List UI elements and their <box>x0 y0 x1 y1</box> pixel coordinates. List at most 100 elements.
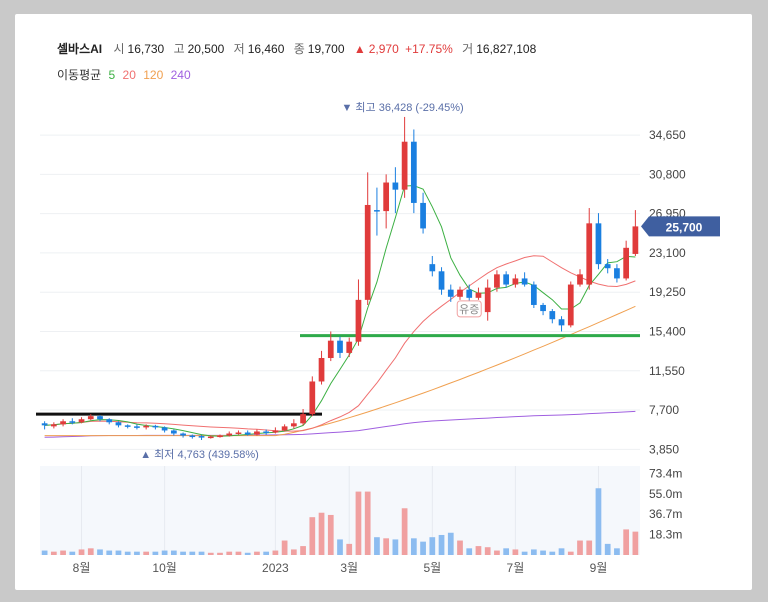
candle-body <box>457 289 463 297</box>
volume-bar <box>457 540 463 555</box>
candle-body <box>355 299 362 342</box>
candle-body <box>124 425 131 427</box>
volume-bar <box>78 549 85 555</box>
ma-5-label[interactable]: 5 <box>108 68 116 82</box>
candle-body <box>374 210 380 212</box>
candle-body <box>198 436 205 438</box>
volume-bar <box>346 543 353 555</box>
volume-bar <box>115 550 122 555</box>
ma-120-line <box>44 305 636 437</box>
candle-body <box>106 419 113 423</box>
candle-body <box>420 202 426 229</box>
candle-body <box>318 358 325 382</box>
candle-body <box>521 278 528 285</box>
open-value: 16,730 <box>127 42 165 56</box>
candle-body <box>475 292 482 298</box>
candle-body <box>632 226 639 254</box>
volume-bar <box>217 552 223 555</box>
candle-body <box>337 340 343 353</box>
candle-body <box>401 141 408 190</box>
volume-bar <box>87 548 94 555</box>
candle-body <box>549 311 556 320</box>
candle-body <box>309 381 316 415</box>
low-value: 16,460 <box>247 42 285 56</box>
status-badge <box>456 300 482 318</box>
candle-body <box>226 433 233 436</box>
x-axis-label: 7월 <box>507 561 525 575</box>
volume-bar <box>374 537 380 555</box>
price-summary: 셀바스AI 시 16,730 고 20,500 저 16,460 종 19,700 ▲ 2… <box>57 40 542 57</box>
close-value: 19,700 <box>307 42 345 56</box>
change-arrow-icon: ▲ <box>353 42 366 56</box>
volume-bar <box>447 532 454 555</box>
x-axis-label: 2023 <box>262 561 289 575</box>
stock-name: 셀바스AI <box>57 42 103 56</box>
x-axis-label: 5월 <box>423 561 441 575</box>
ma-120-label[interactable]: 120 <box>143 68 164 82</box>
candle-body <box>161 427 168 431</box>
price-tick-label: 7,700 <box>649 403 679 417</box>
volume-bar <box>540 550 546 555</box>
candle-body <box>614 268 620 279</box>
low-label: 저 <box>233 42 245 56</box>
candle-body <box>152 425 159 428</box>
volume-bar <box>327 514 334 555</box>
volume-bar <box>567 551 574 555</box>
candle-body <box>180 433 186 436</box>
price-tick-label: 11,550 <box>649 364 685 378</box>
high-value: 20,500 <box>187 42 225 56</box>
candle-body <box>272 430 279 433</box>
volume-bar <box>244 552 251 555</box>
volume-bar <box>272 550 279 555</box>
volume-bar <box>226 551 233 555</box>
price-tick-label: 15,400 <box>649 324 686 338</box>
candle-body <box>281 426 288 431</box>
volume-bar <box>41 550 48 555</box>
volume-bar <box>438 534 445 555</box>
volume-bar <box>364 491 371 555</box>
volume-bar <box>503 548 510 555</box>
candle-body <box>78 419 85 423</box>
candle-body <box>438 271 445 290</box>
volume-bar <box>484 547 491 555</box>
volume-label: 거 <box>462 42 474 56</box>
ma-20-label[interactable]: 20 <box>122 68 136 82</box>
candle-body <box>466 289 473 298</box>
ma-legend-label: 이동평균 <box>57 68 102 82</box>
candle-body <box>383 182 390 212</box>
candle-body <box>290 423 297 427</box>
volume-bar <box>466 548 473 555</box>
volume-bar <box>143 551 150 555</box>
volume-bar <box>207 552 214 555</box>
volume-bar <box>337 539 343 555</box>
low-annotation: ▲ 최저 4,763 (439.58%) <box>140 448 259 461</box>
volume-tick-label: 18.3m <box>649 528 682 542</box>
volume-bar <box>475 546 482 555</box>
candle-body <box>143 425 150 428</box>
candle-body <box>530 284 537 305</box>
volume-bar <box>106 550 113 555</box>
volume-bar <box>549 551 556 555</box>
volume-bar <box>69 551 76 555</box>
candle-body <box>50 424 57 427</box>
candle-body <box>567 284 574 326</box>
candle-body <box>364 204 371 300</box>
volume-bar <box>180 551 186 555</box>
candle-body <box>512 278 519 285</box>
candle-body <box>87 416 94 420</box>
candle-body <box>604 264 611 269</box>
candle-body <box>207 436 214 439</box>
volume-bar <box>383 538 390 555</box>
candle-body <box>189 435 196 438</box>
candle-body <box>447 289 454 297</box>
ma-240-label[interactable]: 240 <box>170 68 191 82</box>
volume-bar <box>300 546 306 555</box>
volume-bar <box>586 540 593 555</box>
price-tick-label: 19,250 <box>649 285 686 299</box>
status-badge-label: 유증 <box>459 303 479 316</box>
volume-value: 16,827,108 <box>476 42 537 56</box>
volume-bar <box>97 549 103 555</box>
candle-body <box>623 247 630 279</box>
candle-body <box>263 431 270 433</box>
candle-body <box>484 287 491 313</box>
